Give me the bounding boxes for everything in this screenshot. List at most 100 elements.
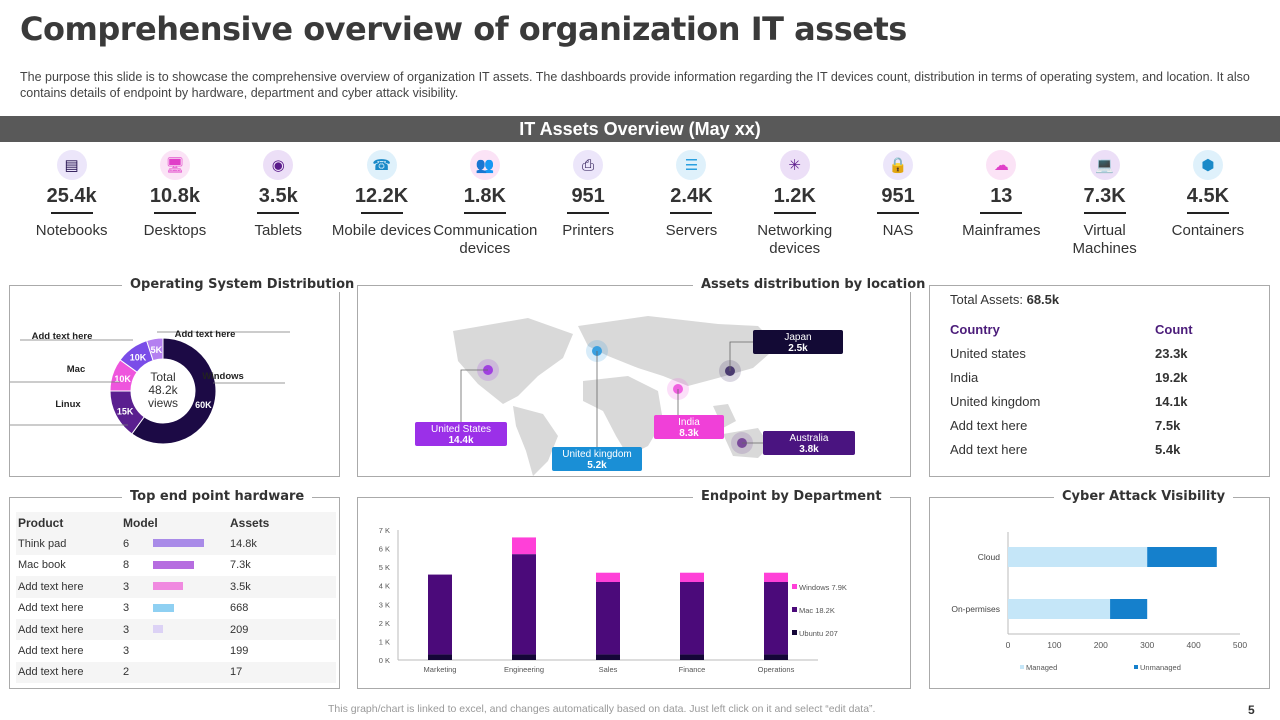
location-value: 2.5k: [788, 343, 808, 354]
network-icon: ✳: [779, 150, 810, 180]
tablet-icon: ◉: [263, 150, 294, 180]
location-callout: [552, 447, 642, 471]
location-callout: [763, 431, 855, 455]
model-cell: 3: [123, 645, 130, 658]
count-cell: 14.1k: [1155, 393, 1188, 409]
hardware-table-row: Add text here 3 209: [16, 618, 336, 641]
bar-segment: [1008, 547, 1148, 567]
x-tick-label: 500: [1233, 640, 1247, 650]
kpi-divider: [980, 212, 1023, 214]
location-table-header: Country Count: [950, 321, 1193, 337]
x-tick-label: Operations: [758, 665, 795, 674]
asset-bar: [153, 582, 183, 591]
model-cell: 3: [123, 623, 130, 636]
y-tick-label: 7 K: [379, 526, 390, 535]
y-tick-label: 2 K: [379, 619, 390, 628]
legend-swatch: [792, 584, 797, 589]
hardware-table-row: Think pad 6 14.8k: [16, 533, 336, 555]
country-cell: Add text here: [950, 417, 1028, 433]
model-cell: 8: [123, 559, 130, 572]
bar-segment: [764, 654, 788, 660]
y-tick-label: 5 K: [379, 563, 390, 572]
x-tick-label: Finance: [679, 665, 706, 674]
server-icon: ☰: [676, 150, 707, 180]
kpi-communication-devices: 👥 1.8K Communication devices: [433, 150, 537, 258]
kpi-tablets: ◉ 3.5k Tablets: [227, 150, 330, 258]
hardware-table-row: Add text here 3 3.5k: [16, 576, 336, 598]
kpi-value: 12.2K: [354, 185, 409, 207]
kpi-divider: [50, 212, 93, 214]
kpi-value: 3.5k: [258, 185, 298, 207]
x-tick-label: 200: [1094, 640, 1108, 650]
kpi-label: Mobile devices: [331, 221, 432, 239]
os-distribution-panel: Operating System Distribution 60K Windows…: [9, 277, 363, 477]
printer-icon: ⎙: [573, 150, 604, 180]
legend-label: Managed: [1026, 663, 1057, 672]
product-cell: Think pad: [18, 538, 67, 551]
kpi-value: 2.4K: [670, 185, 713, 207]
location-table-row: India 19.2k: [950, 365, 1235, 389]
kpi-divider: [463, 212, 506, 214]
cyber-panel: Cyber Attack Visibility 0 100 200 300 400 500…: [929, 489, 1270, 689]
location-name: United States: [431, 424, 491, 435]
assets-cell: 14.8k: [230, 538, 257, 551]
asset-bar: [153, 539, 204, 548]
kpi-divider: [670, 212, 713, 214]
bar-segment: [512, 654, 536, 660]
kpi-value: 1.2K: [773, 185, 816, 207]
donut-category-label: Windows: [202, 371, 244, 382]
cyber-title: Cyber Attack Visibility: [1054, 489, 1234, 504]
kpi-value: 951: [571, 185, 605, 207]
assets-cell: 17: [230, 666, 243, 679]
location-table-row: United kingdom 14.1k: [950, 389, 1235, 413]
kpi-divider: [1083, 212, 1126, 214]
kpi-divider: [153, 212, 196, 214]
count-cell: 5.4k: [1155, 441, 1181, 457]
laptop-icon: 💻: [1089, 150, 1120, 180]
bar-segment: [596, 572, 620, 582]
kpi-value: 951: [881, 185, 915, 207]
kpi-label: Notebooks: [35, 221, 108, 239]
y-tick-label: Cloud: [978, 552, 1000, 562]
y-tick-label: 6 K: [379, 545, 390, 554]
kpi-value: 7.3K: [1083, 185, 1126, 207]
bar-segment: [596, 654, 620, 660]
kpi-value: 25.4k: [46, 185, 97, 207]
location-table-row: United states 23.3k: [950, 341, 1235, 365]
donut-slice-0: [131, 337, 217, 445]
donut-category-label: Mac: [67, 364, 85, 375]
cyber-bar-chart: 0 100 200 300 400 500 Cloud On-permises Managed U…: [951, 532, 1247, 672]
bar-segment: [680, 654, 704, 660]
country-cell: Add text here: [950, 441, 1028, 457]
kpi-notebooks: ▤ 25.4k Notebooks: [20, 150, 123, 258]
hardware-table-row: Mac book 8 7.3k: [16, 555, 336, 576]
count-cell: 23.3k: [1155, 345, 1188, 361]
assets-cell: 199: [230, 645, 249, 658]
notebook-icon: ▤: [56, 150, 87, 180]
kpi-value: 4.5K: [1186, 185, 1230, 207]
product-cell: Add text here: [18, 645, 84, 658]
y-tick-label: 1 K: [379, 637, 390, 646]
legend-label: Unmanaged: [1140, 663, 1181, 672]
os-distribution-title: Operating System Distribution: [122, 277, 363, 292]
kpi-row: ▤ 25.4k Notebooks 🖥 10.8k Desktops ◉ 3.5k …: [20, 150, 1260, 258]
country-cell: India: [950, 369, 979, 385]
x-tick-label: 400: [1187, 640, 1201, 650]
x-tick-label: 100: [1047, 640, 1061, 650]
x-tick-label: 0: [1006, 640, 1011, 650]
location-title: Assets distribution by location: [693, 277, 934, 292]
kpi-divider: [360, 212, 403, 214]
assets-cell: 209: [230, 623, 249, 636]
bar-segment: [512, 537, 536, 555]
kpi-value: 1.8K: [463, 185, 506, 207]
footer-note: This graph/chart is linked to excel, and…: [328, 703, 876, 715]
desktop-icon: 🖥: [159, 150, 190, 180]
mobile-icon: ☎: [366, 150, 397, 180]
bar-segment: [1110, 599, 1148, 619]
location-value: 5.2k: [587, 460, 607, 471]
hardware-table-row: Add text here 3 668: [16, 598, 336, 619]
total-assets-value: 68.5k: [1026, 292, 1060, 307]
y-tick-label: 4 K: [379, 582, 390, 591]
kpi-divider: [877, 212, 920, 214]
hardware-title: Top end point hardware: [122, 489, 313, 504]
